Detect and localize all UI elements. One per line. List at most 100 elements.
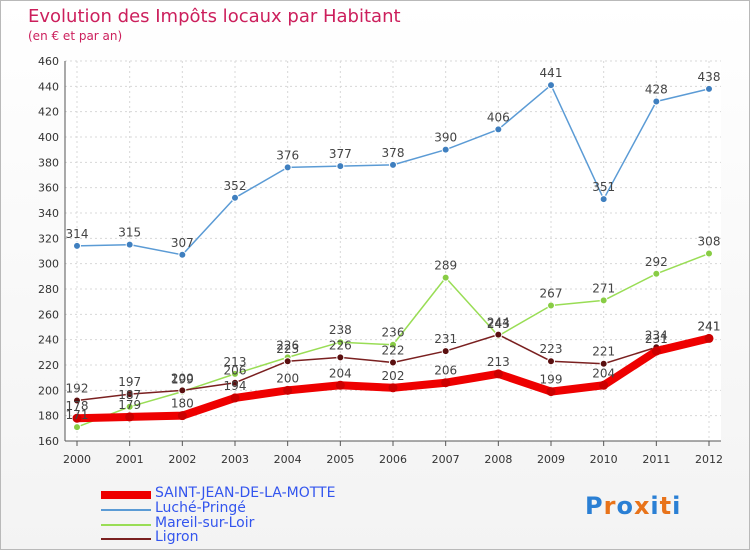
data-label: 231 <box>434 332 457 346</box>
data-label: 226 <box>276 338 299 352</box>
series-point-2 <box>547 301 555 310</box>
data-label: 213 <box>487 355 510 369</box>
y-tick-label: 180 <box>38 410 59 423</box>
data-label: 238 <box>329 323 352 337</box>
x-tick-label: 2007 <box>432 453 460 466</box>
series-point-2 <box>389 340 397 349</box>
series-point-0 <box>283 385 293 395</box>
legend-swatch-luche-pringe <box>101 509 151 511</box>
data-label: 243 <box>487 317 510 331</box>
data-label: 199 <box>171 373 194 387</box>
data-label: 378 <box>382 146 405 160</box>
series-point-2 <box>73 423 81 432</box>
series-point-2 <box>705 249 713 258</box>
series-point-1 <box>494 125 503 134</box>
data-label: 315 <box>118 226 141 240</box>
series-point-0 <box>546 387 556 397</box>
data-label: 377 <box>329 147 352 161</box>
series-point-1 <box>125 240 134 249</box>
x-tick-label: 2004 <box>274 453 302 466</box>
data-label: 406 <box>487 110 510 124</box>
series-point-3 <box>547 357 555 366</box>
series-point-0 <box>72 413 82 423</box>
series-point-0 <box>493 369 503 379</box>
logo-letter: t <box>659 492 673 520</box>
series-point-1 <box>599 195 608 204</box>
data-label: 308 <box>698 235 721 249</box>
x-tick-label: 2006 <box>379 453 407 466</box>
series-point-3 <box>389 358 397 367</box>
logo-letter: P <box>585 492 604 520</box>
series-point-0 <box>441 378 451 388</box>
data-label: 223 <box>540 342 563 356</box>
data-label: 271 <box>592 281 615 295</box>
data-label: 234 <box>645 328 668 342</box>
series-point-2 <box>652 269 661 278</box>
series-point-3 <box>178 386 187 395</box>
y-tick-label: 340 <box>38 207 59 220</box>
x-tick-label: 2002 <box>168 453 196 466</box>
series-point-1 <box>389 160 397 169</box>
data-label: 200 <box>276 371 299 385</box>
data-label: 202 <box>382 369 405 383</box>
x-tick-label: 2010 <box>590 453 618 466</box>
x-tick-label: 2009 <box>537 453 565 466</box>
legend-swatch-mareil-sur-loir <box>101 524 151 526</box>
series-point-3 <box>73 396 81 405</box>
x-tick-label: 2008 <box>484 453 512 466</box>
data-label: 236 <box>382 326 405 340</box>
data-label: 428 <box>645 83 668 97</box>
data-label: 180 <box>171 397 194 411</box>
data-label: 199 <box>540 373 563 387</box>
data-label: 241 <box>698 319 721 333</box>
data-label: 226 <box>329 338 352 352</box>
series-point-3 <box>599 359 608 368</box>
y-tick-label: 240 <box>38 334 59 347</box>
data-label: 221 <box>592 345 615 359</box>
data-label: 351 <box>592 180 615 194</box>
legend-label-saint-jean: SAINT-JEAN-DE-LA-MOTTE <box>155 485 336 501</box>
series-point-3 <box>231 378 239 387</box>
x-tick-label: 2003 <box>221 453 249 466</box>
series-point-0 <box>704 333 714 343</box>
data-label: 178 <box>66 399 89 413</box>
proxiti-logo: Proxiti <box>585 492 681 520</box>
logo-letter: r <box>603 492 617 520</box>
series-point-1 <box>73 241 81 250</box>
data-label: 197 <box>118 375 141 389</box>
x-tick-label: 2000 <box>63 453 91 466</box>
series-point-0 <box>230 393 240 403</box>
x-tick-label: 2011 <box>642 453 670 466</box>
y-tick-label: 420 <box>38 106 59 119</box>
series-point-3 <box>125 390 134 399</box>
series-point-2 <box>336 338 345 347</box>
series-point-3 <box>494 330 503 339</box>
y-tick-label: 320 <box>38 232 59 245</box>
data-label: 200 <box>171 371 194 385</box>
y-tick-label: 400 <box>38 131 59 144</box>
series-point-3 <box>336 353 345 362</box>
data-label: 223 <box>276 342 299 356</box>
data-label: 267 <box>540 286 563 300</box>
legend-label-mareil-sur-loir: Mareil-sur-Loir <box>155 515 255 531</box>
series-point-0 <box>651 346 661 356</box>
legend-label-luche-pringe: Luché-Pringé <box>155 500 246 516</box>
series-point-2 <box>125 402 134 411</box>
series-point-2 <box>599 296 608 305</box>
data-label: 438 <box>698 70 721 84</box>
chart-subtitle: (en € et par an) <box>28 29 123 43</box>
series-point-0 <box>125 412 135 422</box>
legend-swatch-saint-jean <box>101 491 151 499</box>
data-label: 244 <box>487 316 510 330</box>
data-label: 204 <box>592 366 615 380</box>
legend-swatch-ligron <box>101 538 151 540</box>
logo-letter: o <box>616 492 634 520</box>
y-tick-label: 260 <box>38 308 59 321</box>
y-tick-label: 440 <box>38 80 59 93</box>
data-label: 314 <box>66 227 89 241</box>
series-point-3 <box>441 347 450 356</box>
data-label: 187 <box>118 388 141 402</box>
series-point-3 <box>283 357 292 366</box>
y-tick-label: 460 <box>38 55 59 68</box>
